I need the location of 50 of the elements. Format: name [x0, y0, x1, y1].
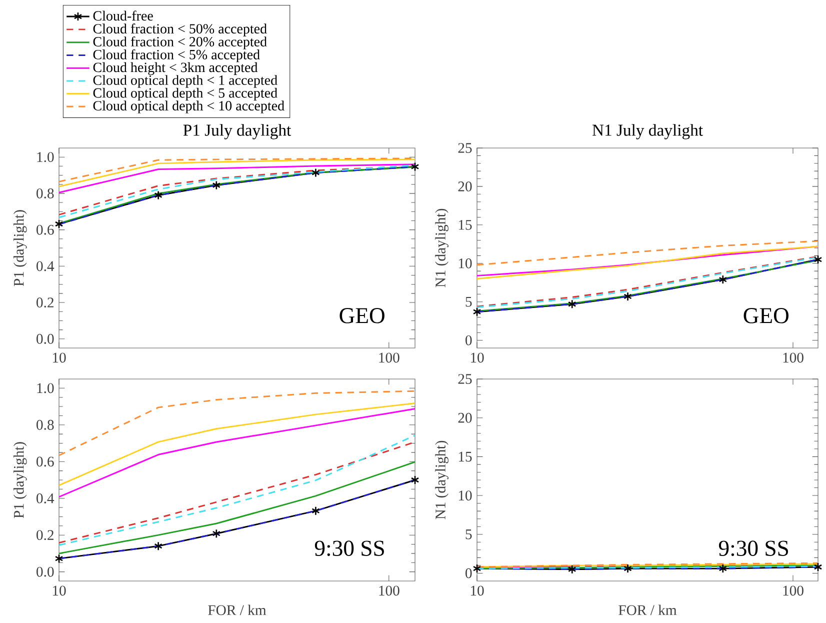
- x-tick-label: 100: [379, 352, 400, 363]
- y-tick-label: 0.2: [36, 298, 54, 308]
- x-tick-label: 100: [783, 586, 804, 596]
- y-tick-label: 25: [458, 143, 472, 153]
- y-axis-title: N1 (daylight): [435, 440, 448, 520]
- y-axis-title: N1 (daylight): [435, 208, 448, 288]
- y-tick-label: 0.0: [36, 566, 54, 577]
- legend-label: Cloud fraction < 20% accepted: [93, 36, 267, 50]
- y-tick-label: 5: [466, 296, 472, 307]
- y-tick-label: 0.2: [36, 530, 54, 540]
- y-tick-label: 10: [458, 490, 472, 500]
- y-tick-label: 0: [466, 568, 472, 578]
- x-tick-label: 100: [379, 586, 400, 596]
- chart-title: P1 July daylight: [183, 124, 292, 140]
- y-tick-label: 1.0: [37, 152, 54, 162]
- y-tick-label: 0.6: [36, 224, 54, 235]
- y-tick-label: 15: [458, 452, 472, 462]
- y-tick-label: 0.8: [36, 420, 54, 430]
- annotation: 9:30 SS: [718, 540, 788, 556]
- x-axis-title: FOR / km: [208, 604, 266, 616]
- chart-title: N1 July daylight: [592, 124, 703, 140]
- y-axis-title: P1 (daylight): [13, 210, 27, 286]
- y-axis-title: P1 (daylight): [13, 442, 27, 518]
- y-tick-label: 15: [458, 220, 472, 230]
- legend-label: Cloud-free: [93, 10, 153, 21]
- y-tick-label: 10: [458, 258, 472, 268]
- legend-label: Cloud fraction < 5% accepted: [93, 49, 260, 62]
- y-tick-label: 20: [458, 182, 472, 192]
- x-tick-label: 10: [52, 352, 66, 363]
- y-tick-label: 0: [466, 335, 472, 346]
- legend-label: Cloud optical depth < 10 accepted: [93, 100, 284, 114]
- y-tick-label: 0.8: [36, 188, 54, 198]
- y-tick-label: 0.6: [36, 456, 54, 467]
- y-tick-label: 0.0: [36, 334, 54, 344]
- annotation: GEO: [340, 308, 384, 324]
- x-tick-label: 10: [52, 586, 66, 596]
- legend-label: Cloud fraction < 50% accepted: [93, 24, 267, 36]
- x-axis-title: FOR / km: [618, 604, 677, 616]
- y-tick-label: 0.4: [36, 493, 54, 504]
- y-tick-label: 25: [458, 374, 472, 384]
- y-tick-label: 5: [466, 530, 472, 540]
- annotation: 9:30 SS: [314, 540, 384, 556]
- y-tick-label: 20: [458, 412, 472, 423]
- x-tick-label: 100: [783, 352, 804, 363]
- y-tick-label: 1.0: [37, 383, 54, 394]
- legend-label: Cloud optical depth < 1 accepted: [93, 75, 278, 88]
- annotation: GEO: [744, 308, 788, 324]
- y-tick-label: 0.4: [36, 261, 54, 272]
- legend-label: Cloud optical depth < 5 accepted: [93, 88, 278, 101]
- legend-label: Cloud height < 3km accepted: [93, 62, 258, 76]
